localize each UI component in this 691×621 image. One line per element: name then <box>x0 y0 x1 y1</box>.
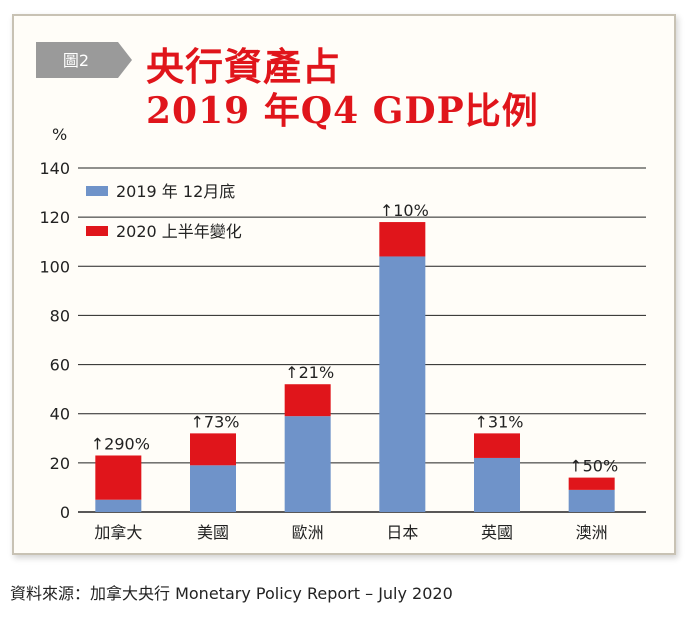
y-tick-label-60: 60 <box>50 356 70 375</box>
y-tick-label-100: 100 <box>39 257 70 276</box>
bar-annotation-5: ↑50% <box>569 457 618 476</box>
source-note: 資料來源：加拿大央行 Monetary Policy Report – July… <box>10 584 453 603</box>
x-tick-label-1: 美國 <box>197 523 229 542</box>
x-tick-label-0: 加拿大 <box>94 523 142 542</box>
x-tick-label-3: 日本 <box>386 523 418 542</box>
bar-annotation-3: ↑10% <box>380 201 429 220</box>
bar-base-1 <box>190 465 236 512</box>
bar-base-4 <box>474 457 520 512</box>
bar-annotation-1: ↑73% <box>191 412 240 431</box>
bar-base-5 <box>568 489 615 512</box>
legend-label-0: 2019 年 12月底 <box>116 182 235 201</box>
bar-change-1 <box>190 433 236 466</box>
x-tick-label-4: 英國 <box>481 523 513 542</box>
figure-label: 圖2 <box>63 51 89 70</box>
x-tick-label-5: 澳洲 <box>576 523 608 542</box>
x-tick-label-2: 歐洲 <box>292 523 324 542</box>
bar-change-2 <box>284 384 331 417</box>
bar-change-4 <box>474 433 520 458</box>
y-axis-unit: % <box>52 125 67 144</box>
bar-annotation-2: ↑21% <box>285 363 334 382</box>
bar-annotation-0: ↑290% <box>91 434 150 453</box>
bar-base-2 <box>284 416 331 512</box>
legend-swatch-0 <box>86 186 108 196</box>
y-tick-label-120: 120 <box>39 208 70 227</box>
bar-change-5 <box>568 477 615 490</box>
figure-tag-shape <box>36 42 132 78</box>
bar-base-0 <box>95 499 142 512</box>
bar-change-0 <box>95 455 142 500</box>
chart-title-line1: 央行資產占 <box>146 44 342 89</box>
bar-annotation-4: ↑31% <box>475 412 524 431</box>
legend-swatch-1 <box>86 226 108 236</box>
bar-change-3 <box>379 222 426 257</box>
y-tick-label-0: 0 <box>60 503 70 522</box>
y-tick-label-20: 20 <box>50 454 70 473</box>
figure-tag: 圖2 <box>36 42 132 78</box>
y-tick-label-140: 140 <box>39 159 70 178</box>
y-tick-label-80: 80 <box>50 306 70 325</box>
y-tick-label-40: 40 <box>50 405 70 424</box>
bar-base-3 <box>379 256 426 512</box>
legend-label-1: 2020 上半年變化 <box>116 222 242 241</box>
chart-title-line2: 2019 年Q4 GDP比例 <box>146 90 539 132</box>
